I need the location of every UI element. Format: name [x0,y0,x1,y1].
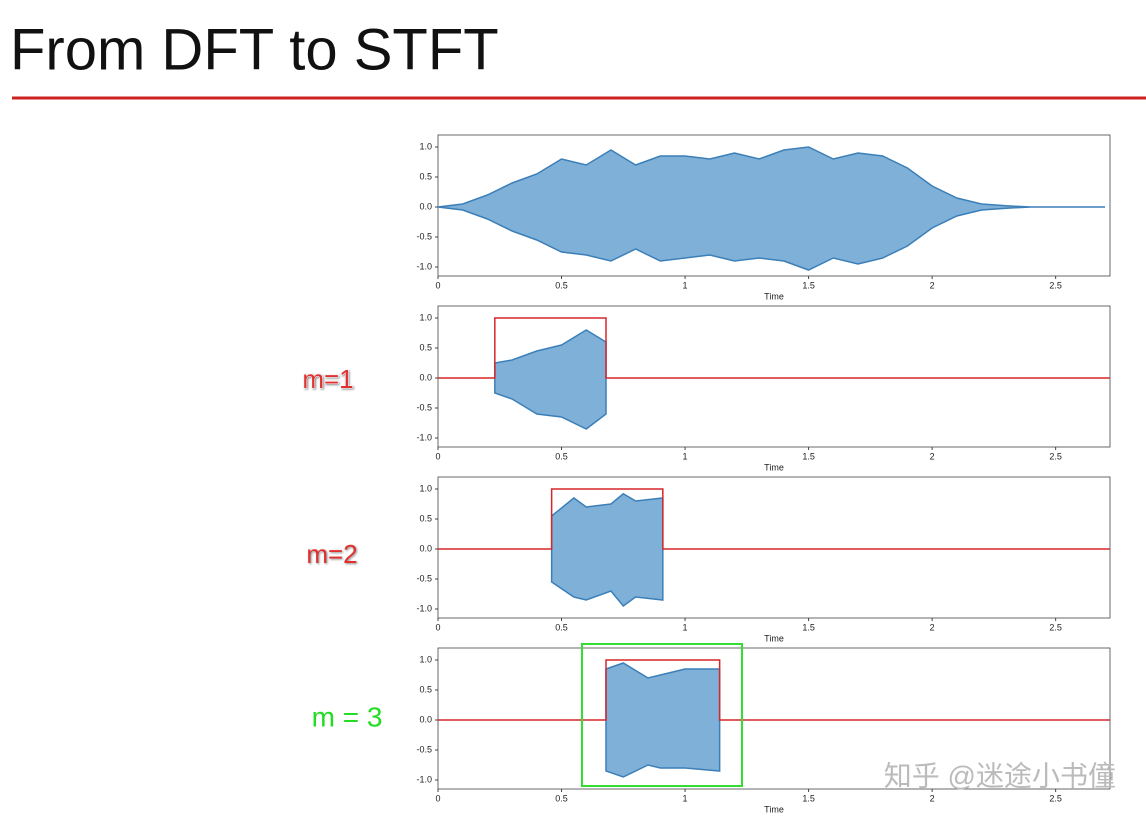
x-tick-label: 1.5 [802,622,815,632]
x-axis-label: Time [764,804,784,814]
x-tick-label: 2 [930,793,935,803]
x-tick-label: 1.5 [802,793,815,803]
x-tick-label: 1 [683,793,688,803]
highlight-box [581,643,743,787]
y-tick-label: 0.5 [419,171,432,181]
watermark: 知乎 @迷途小书僮 [884,760,1116,791]
x-tick-label: 0 [435,793,440,803]
y-tick-label: -0.5 [416,744,432,754]
x-tick-label: 0.5 [555,622,568,632]
window-line [438,488,1110,550]
window-label: m=2 [306,539,357,569]
x-tick-label: 1 [683,451,688,461]
y-tick-label: 0.5 [419,684,432,694]
x-tick-label: 0 [435,451,440,461]
x-tick-label: 0.5 [555,451,568,461]
x-tick-label: 2.5 [1049,451,1062,461]
y-tick-label: -1.0 [416,603,432,613]
y-tick-label: 0.0 [419,714,432,724]
x-tick-label: 0 [435,622,440,632]
x-tick-label: 0 [435,280,440,290]
signal-area [550,492,664,608]
plot-frame [437,305,1111,448]
y-tick-label: -0.5 [416,402,432,412]
signal-area [437,146,1106,271]
y-tick-label: 0.0 [419,543,432,553]
x-tick-label: 0.5 [555,280,568,290]
y-tick-label: 0.5 [419,342,432,352]
y-tick-label: 1.0 [419,141,432,151]
x-tick-label: 2.5 [1049,622,1062,632]
y-tick-label: -1.0 [416,774,432,784]
y-tick-label: 0.5 [419,513,432,523]
signal-area [605,662,721,778]
x-tick-label: 1.5 [802,451,815,461]
x-tick-label: 1 [683,622,688,632]
plot-frame [437,134,1111,277]
x-tick-label: 2 [930,622,935,632]
window-label: m = 3 [312,701,383,732]
window-label: m=1 [302,364,353,394]
window-line [438,317,1110,379]
x-tick-label: 0.5 [555,793,568,803]
y-tick-label: 0.0 [419,201,432,211]
y-tick-label: 1.0 [419,312,432,322]
slide-title: From DFT to STFT [10,17,499,82]
signal-area [494,329,607,430]
y-tick-label: 1.0 [419,654,432,664]
y-tick-label: 1.0 [419,483,432,493]
y-tick-label: -0.5 [416,573,432,583]
x-axis-label: Time [764,291,784,301]
window-line [438,659,1110,721]
x-tick-label: 1.5 [802,280,815,290]
x-axis-label: Time [764,462,784,472]
y-tick-label: 0.0 [419,372,432,382]
x-tick-label: 1 [683,280,688,290]
x-tick-label: 2.5 [1049,793,1062,803]
plot-frame [437,476,1111,619]
plot-frame [437,647,1111,790]
x-axis-label: Time [764,633,784,643]
x-tick-label: 2 [930,280,935,290]
y-tick-label: -1.0 [416,432,432,442]
y-tick-label: -1.0 [416,261,432,271]
x-tick-label: 2.5 [1049,280,1062,290]
x-tick-label: 2 [930,451,935,461]
y-tick-label: -0.5 [416,231,432,241]
